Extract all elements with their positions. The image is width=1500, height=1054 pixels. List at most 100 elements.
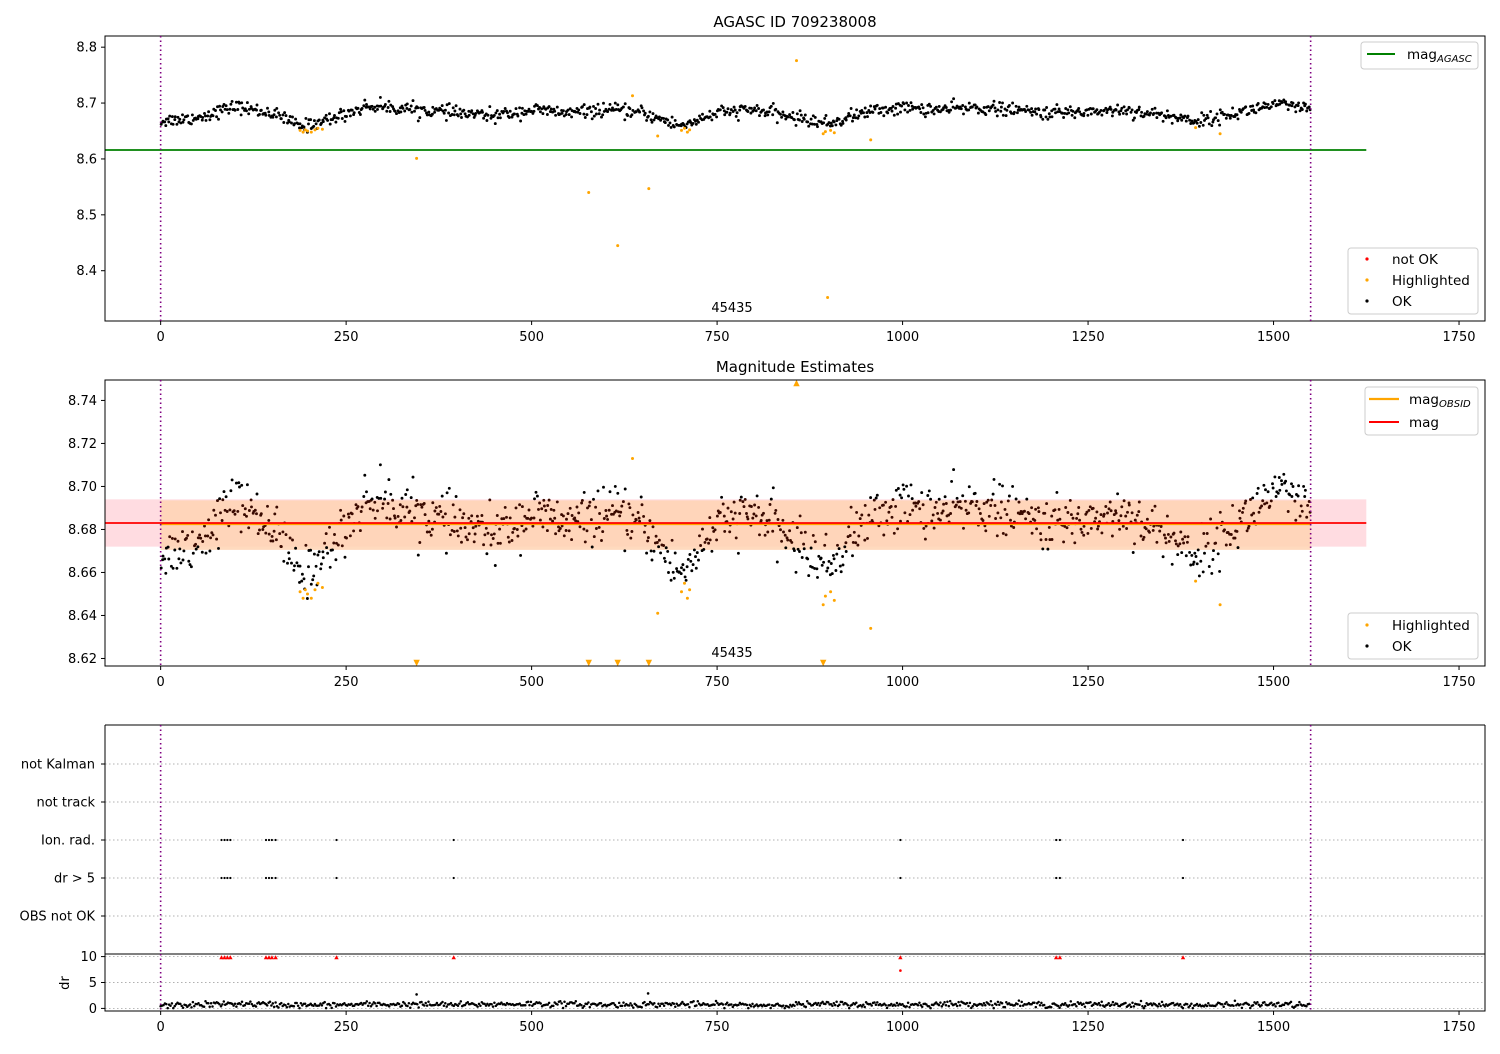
ok-point: [1024, 110, 1028, 113]
ok-point: [365, 490, 368, 494]
x-tick-label: 750: [705, 1020, 730, 1035]
highlighted-point: [685, 596, 689, 600]
ok-point: [339, 508, 343, 512]
dr-point: [672, 1002, 676, 1006]
ok-point: [566, 108, 570, 112]
ok-point: [1025, 497, 1029, 501]
ok-point: [404, 493, 408, 496]
y-tick-label: 8.8: [76, 41, 97, 56]
ok-point: [927, 489, 931, 493]
dr-point: [716, 1001, 719, 1005]
dr-point: [1171, 1001, 1175, 1005]
ok-point: [1033, 518, 1037, 522]
ok-point: [267, 518, 271, 522]
ok-point: [806, 557, 810, 561]
ok-point: [413, 109, 416, 113]
highlighted-point: [298, 590, 302, 594]
x-tick-label: 0: [157, 1020, 165, 1035]
ok-point: [851, 554, 854, 558]
ok-point: [628, 107, 632, 111]
dr-point: [420, 1000, 423, 1004]
ok-point: [890, 515, 894, 519]
ok-point: [1233, 536, 1237, 540]
highlighted-point: [316, 126, 320, 130]
ok-point: [1271, 486, 1275, 490]
ok-point: [851, 540, 855, 544]
dr-point: [184, 1003, 188, 1007]
x-tick-label: 1750: [1442, 330, 1475, 345]
ok-point: [312, 119, 316, 123]
ok-point: [958, 500, 962, 504]
dr-point: [988, 1003, 991, 1006]
ok-point: [325, 546, 329, 550]
ok-point: [1153, 504, 1157, 508]
ok-point: [767, 518, 771, 522]
ok-point: [1133, 518, 1137, 522]
dr-point: [906, 1001, 910, 1004]
ok-point: [1012, 526, 1016, 529]
ok-point: [286, 561, 289, 565]
ok-point: [866, 115, 869, 119]
ok-point: [900, 104, 904, 108]
flag-point: [1058, 838, 1061, 842]
dr-point: [620, 1004, 624, 1008]
ok-point: [668, 121, 672, 125]
ok-point: [650, 120, 654, 124]
ok-point: [652, 549, 656, 553]
dr-point: [981, 1004, 984, 1007]
ok-point: [564, 113, 568, 116]
ok-point: [841, 555, 845, 558]
ok-point: [540, 107, 544, 111]
ok-point: [995, 114, 999, 118]
ok-point: [238, 101, 241, 105]
ok-point: [217, 546, 220, 550]
ok-point: [742, 505, 746, 509]
x-tick-label: 1000: [886, 330, 919, 345]
x-tick-label: 1500: [1257, 330, 1290, 345]
ok-point: [431, 501, 435, 505]
y-tick-label: 8.70: [68, 480, 97, 495]
ok-point: [617, 510, 620, 514]
ok-point: [926, 111, 930, 115]
ok-point: [443, 108, 447, 112]
ok-point: [766, 530, 770, 534]
ok-point: [561, 514, 565, 518]
ok-point: [878, 506, 882, 510]
ok-point: [437, 512, 441, 516]
ok-point: [462, 512, 466, 516]
legend-marker-highlighted: [1365, 623, 1369, 627]
ok-point: [440, 494, 444, 498]
ok-point: [736, 551, 740, 555]
ok-point: [1164, 536, 1167, 540]
ok-point: [905, 484, 909, 488]
ok-point: [823, 116, 827, 120]
ok-point: [718, 108, 722, 112]
ok-point: [328, 112, 331, 116]
ok-point: [631, 108, 635, 112]
ok-point: [576, 110, 580, 114]
ok-point: [272, 529, 276, 533]
legend-marker-highlighted: [1365, 278, 1369, 282]
ok-point: [1027, 512, 1031, 516]
dr-point: [1111, 1000, 1115, 1004]
ok-point: [874, 496, 878, 500]
ok-point: [326, 551, 330, 555]
ok-point: [383, 497, 387, 501]
ok-point: [298, 564, 302, 568]
ok-point: [1001, 484, 1004, 488]
ok-point: [1137, 510, 1141, 514]
ok-point: [455, 529, 459, 533]
dr-clipped-marker: [263, 955, 269, 960]
ok-point: [1238, 509, 1241, 513]
dr-point: [1157, 1002, 1161, 1006]
ok-point: [623, 118, 627, 122]
ok-point: [557, 529, 561, 533]
ok-point: [834, 123, 838, 127]
ok-point: [1062, 116, 1066, 119]
ok-point: [225, 108, 229, 112]
legend-marker-not-ok: [1365, 257, 1369, 261]
ok-point: [230, 478, 234, 482]
ok-point: [987, 514, 991, 518]
ok-point: [702, 547, 706, 551]
ok-point: [1114, 511, 1118, 515]
